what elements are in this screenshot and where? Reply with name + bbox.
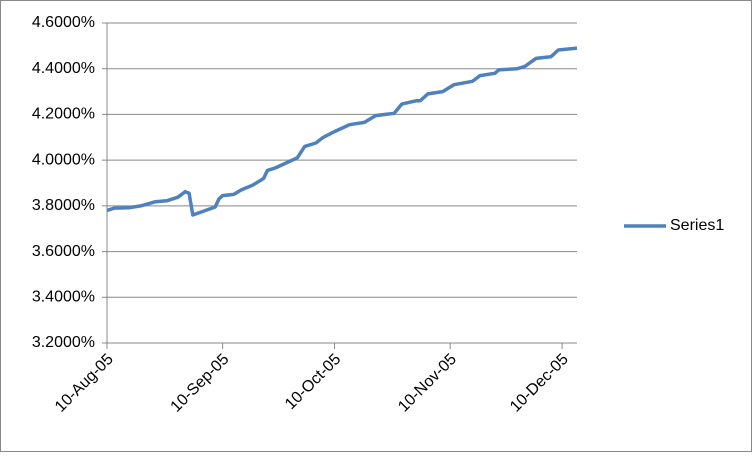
y-tick-label: 3.2000% [32,334,95,351]
y-tick-label: 3.4000% [32,289,95,306]
legend-label: Series1 [670,217,724,234]
y-tick-label: 4.0000% [32,151,95,168]
y-tick-label: 4.2000% [32,106,95,123]
y-tick-label: 3.8000% [32,197,95,214]
y-tick-label: 4.4000% [32,60,95,77]
y-tick-label: 4.6000% [32,14,95,31]
y-tick-label: 3.6000% [32,243,95,260]
series-line [106,46,578,217]
